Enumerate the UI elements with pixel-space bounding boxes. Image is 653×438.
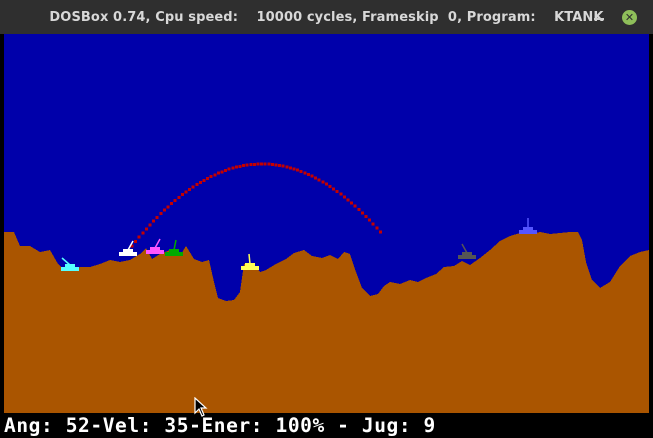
minimize-button[interactable] xyxy=(593,10,605,22)
trajectory-dot xyxy=(170,202,174,206)
trajectory-dot xyxy=(353,204,357,208)
trajectory-dot xyxy=(375,226,379,230)
projectile-trajectory xyxy=(130,162,382,248)
trajectory-dot xyxy=(278,164,282,167)
trajectory-dot xyxy=(310,174,314,178)
magenta-tank xyxy=(146,238,164,254)
trajectory-dot xyxy=(238,164,242,168)
close-icon: ✕ xyxy=(624,11,635,24)
trajectory-dot xyxy=(364,215,368,218)
trajectory-dot xyxy=(378,230,382,234)
trajectory-dot xyxy=(357,208,361,211)
trajectory-dot xyxy=(188,187,192,191)
window-title: DOSBox 0.74, Cpu speed: 10000 cycles, Fr… xyxy=(49,9,604,25)
trajectory-dot xyxy=(137,235,141,239)
tanks-layer xyxy=(61,218,537,271)
trajectory-dot xyxy=(314,176,318,180)
trajectory-dot xyxy=(317,178,321,182)
trajectory-dot xyxy=(227,167,231,171)
trajectory-dot xyxy=(368,218,372,222)
trajectory-dot xyxy=(216,171,220,175)
trajectory-dot xyxy=(346,198,350,202)
trajectory-dot xyxy=(184,190,188,194)
trajectory-dot xyxy=(180,193,184,197)
trajectory-dot xyxy=(360,211,364,215)
trajectory-dot xyxy=(296,168,300,172)
trajectory-dot xyxy=(267,162,271,166)
trajectory-dot xyxy=(166,205,170,209)
trajectory-dot xyxy=(231,166,235,170)
trajectory-dot xyxy=(292,167,296,171)
trajectory-dot xyxy=(134,240,138,243)
trajectory-dot xyxy=(321,180,325,184)
cyan-tank xyxy=(61,257,79,271)
status-bar: Ang: 52-Vel: 35-Ener: 100% - Jug: 9 xyxy=(0,413,653,438)
trajectory-dot xyxy=(274,163,278,167)
white-tank xyxy=(119,240,137,256)
trajectory-dot xyxy=(213,173,217,177)
trajectory-dot xyxy=(303,171,307,175)
trajectory-dot xyxy=(206,176,210,180)
trajectory-dot xyxy=(242,164,246,168)
trajectory-dot xyxy=(299,170,303,173)
trajectory-dot xyxy=(350,201,354,205)
trajectory-dot xyxy=(220,170,224,174)
trajectory-dot xyxy=(270,163,274,166)
green-tank xyxy=(165,239,183,256)
mouse-cursor-icon xyxy=(194,397,208,417)
trajectory-dot xyxy=(263,162,267,166)
trajectory-dot xyxy=(148,223,152,227)
trajectory-dot xyxy=(285,165,289,169)
game-canvas[interactable] xyxy=(4,34,649,414)
trajectory-dot xyxy=(155,215,159,219)
trajectory-dot xyxy=(141,231,145,235)
trajectory-dot xyxy=(130,244,134,248)
trajectory-dot xyxy=(288,166,292,170)
trajectory-dot xyxy=(177,196,181,200)
trajectory-dot xyxy=(224,168,228,172)
trajectory-dot xyxy=(324,182,328,186)
trajectory-dot xyxy=(202,178,206,182)
trajectory-dot xyxy=(328,184,332,188)
trajectory-dot xyxy=(245,163,249,167)
close-button[interactable]: ✕ xyxy=(622,10,637,25)
trajectory-dot xyxy=(195,183,199,187)
trajectory-dot xyxy=(173,199,177,203)
trajectory-dot xyxy=(281,164,285,168)
trajectory-dot xyxy=(249,163,253,167)
yellow-tank xyxy=(241,253,259,270)
trajectory-dot xyxy=(162,208,166,212)
minimize-icon xyxy=(594,18,604,20)
trajectory-dot xyxy=(252,162,256,166)
trajectory-dot xyxy=(256,162,260,166)
trajectory-dot xyxy=(191,185,195,189)
trajectory-dot xyxy=(159,212,163,216)
gray-tank xyxy=(458,243,476,259)
trajectory-dot xyxy=(335,189,339,193)
trajectory-dot xyxy=(371,222,375,226)
trajectory-dot xyxy=(332,187,336,191)
trajectory-dot xyxy=(339,192,343,196)
trajectory-dot xyxy=(152,219,156,223)
trajectory-dot xyxy=(260,162,264,166)
trajectory-dot xyxy=(209,175,213,178)
trajectory-dot xyxy=(234,165,238,169)
trajectory-dot xyxy=(144,227,148,231)
title-bar[interactable]: DOSBox 0.74, Cpu speed: 10000 cycles, Fr… xyxy=(0,0,653,34)
trajectory-dot xyxy=(306,172,310,176)
trajectory-dot xyxy=(198,180,202,184)
blue-tank xyxy=(519,218,537,234)
terrain xyxy=(4,232,649,414)
trajectory-dot xyxy=(342,195,346,199)
